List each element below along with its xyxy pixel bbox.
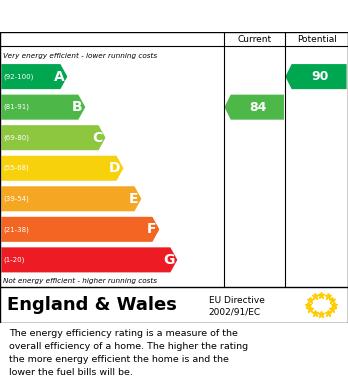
Text: D: D <box>109 161 121 175</box>
Text: Very energy efficient - lower running costs: Very energy efficient - lower running co… <box>3 53 158 59</box>
Text: Potential: Potential <box>297 34 337 43</box>
Text: The energy efficiency rating is a measure of the
overall efficiency of a home. T: The energy efficiency rating is a measur… <box>9 329 248 377</box>
Text: (21-38): (21-38) <box>3 226 29 233</box>
Polygon shape <box>1 95 85 120</box>
Text: C: C <box>93 131 103 145</box>
Bar <box>224 32 285 46</box>
Text: Current: Current <box>238 34 272 43</box>
Text: (39-54): (39-54) <box>3 196 29 202</box>
Text: EU Directive: EU Directive <box>209 296 265 305</box>
Polygon shape <box>1 156 124 181</box>
Polygon shape <box>1 248 177 273</box>
Text: Energy Efficiency Rating: Energy Efficiency Rating <box>5 9 226 24</box>
Bar <box>285 32 348 46</box>
Text: 2002/91/EC: 2002/91/EC <box>209 307 261 316</box>
Text: Not energy efficient - higher running costs: Not energy efficient - higher running co… <box>3 278 158 284</box>
Text: (92-100): (92-100) <box>3 74 34 80</box>
Text: E: E <box>129 192 139 206</box>
Text: England & Wales: England & Wales <box>7 296 177 314</box>
Text: (81-91): (81-91) <box>3 104 30 110</box>
Polygon shape <box>1 64 68 89</box>
Text: (69-80): (69-80) <box>3 135 30 141</box>
Polygon shape <box>1 186 141 211</box>
Polygon shape <box>285 64 347 89</box>
Text: G: G <box>163 253 175 267</box>
Text: F: F <box>147 222 157 236</box>
Text: A: A <box>54 70 65 84</box>
Text: 90: 90 <box>311 70 329 83</box>
Text: B: B <box>72 100 82 114</box>
Polygon shape <box>224 95 284 120</box>
Polygon shape <box>1 217 159 242</box>
Text: (55-68): (55-68) <box>3 165 29 172</box>
Text: (1-20): (1-20) <box>3 256 25 263</box>
Text: 84: 84 <box>250 100 267 114</box>
Bar <box>0 32 224 46</box>
Polygon shape <box>1 125 105 150</box>
Bar <box>224 46 348 287</box>
